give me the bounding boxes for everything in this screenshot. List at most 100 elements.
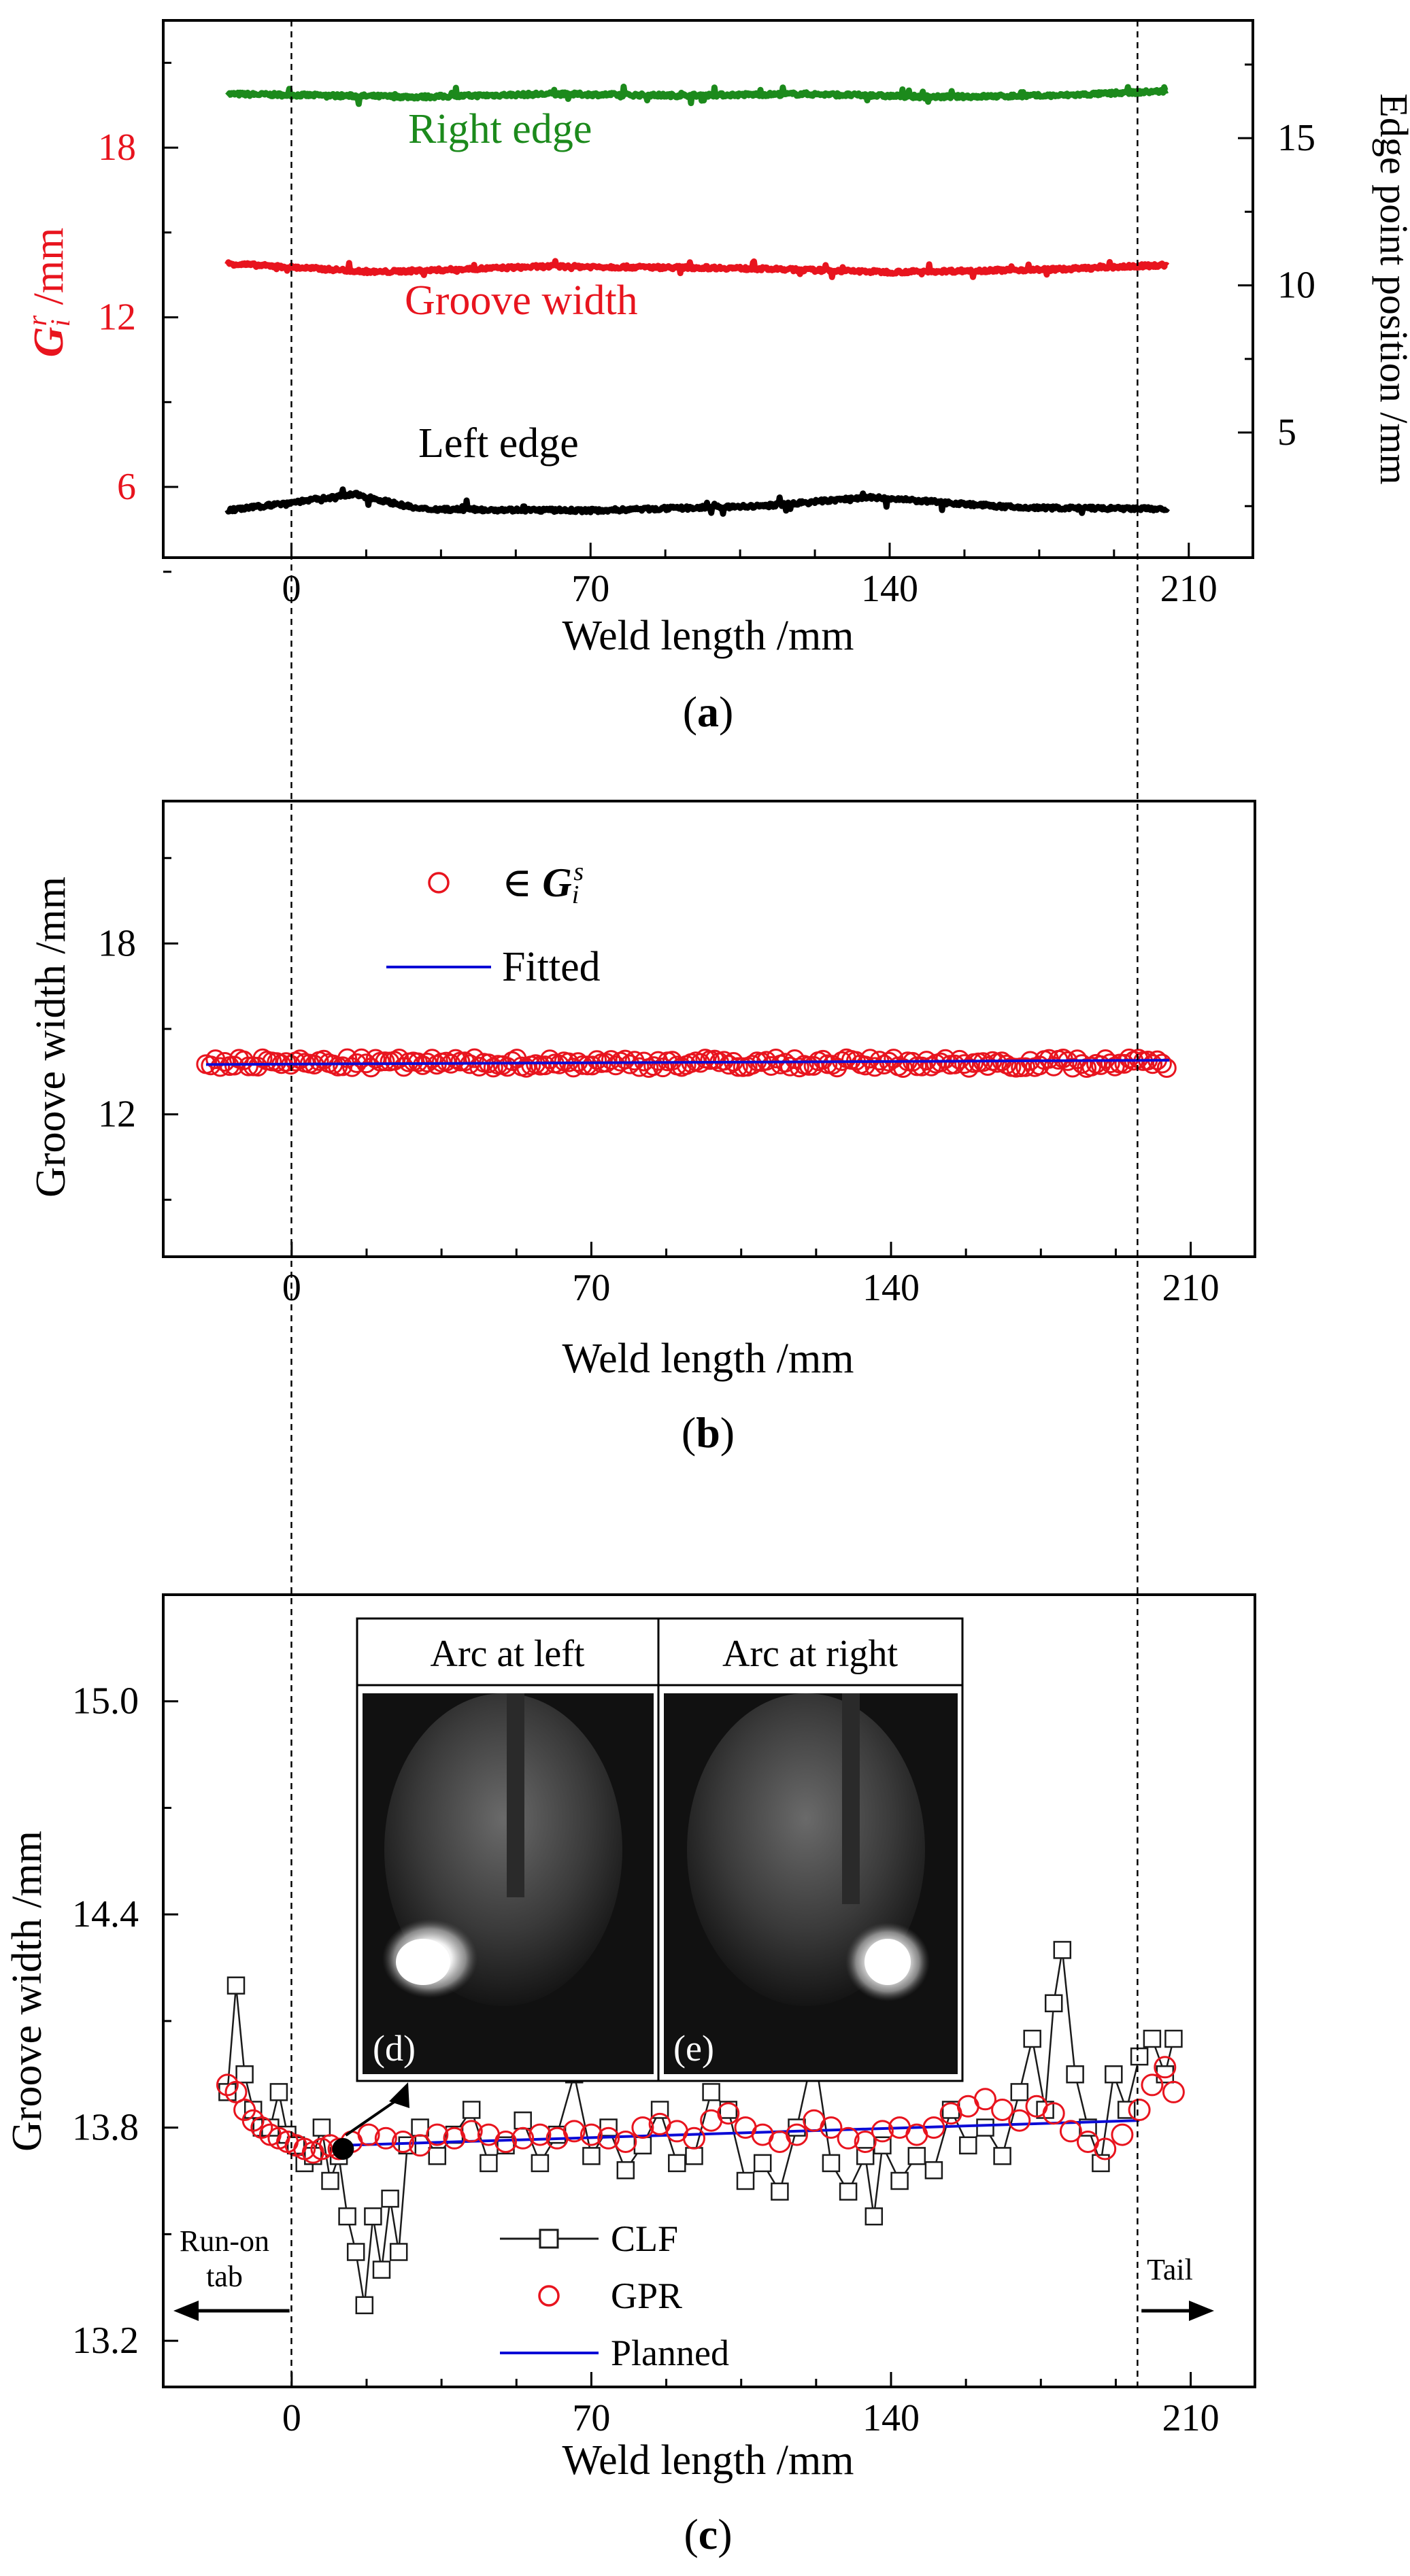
b-scatter-point [1100,1053,1120,1074]
c-gpr-point [854,2131,877,2153]
b-scatter-point [742,1055,762,1075]
b-scatter-point [469,1057,489,1077]
c-gpr-point [1008,2109,1031,2132]
b-scatter-point [215,1052,235,1072]
panel-c-chart: 0 70 140 210 13.2 13.8 14.4 15.0 Arc at left Ar… [4,1593,1256,2558]
a-ytick-label: 18 [98,126,136,169]
c-inset-arrow-head [389,2082,409,2108]
a-ytick-label: 6 [117,466,136,508]
a-series-right-edge [225,84,1170,107]
c-clf-point [269,2083,288,2101]
c-legend-clf-label: CLF [611,2218,678,2259]
c-clf-point [753,2154,772,2173]
c-clf-point [702,2083,720,2101]
c-run-on-label-1: Run-on [180,2224,269,2258]
a-caption-letter: a [697,688,719,736]
b-scatter-point [535,1055,555,1076]
c-gpr-point [1111,2123,1134,2146]
panel-a-plot-frame [162,19,1254,559]
b-scatter-point [959,1057,979,1078]
a-ytick-label: 12 [98,296,136,339]
b-scatter-point [1015,1057,1036,1077]
b-scatter-point [394,1057,414,1077]
c-xtick-label: 0 [282,2397,301,2439]
a-label-right-edge: Right edge [408,106,592,152]
b-scatter-point [1152,1053,1172,1074]
b-fitted-line [205,1059,1170,1066]
c-clf-point [959,2136,977,2155]
c-legend-planned-label: Planned [611,2333,729,2373]
panel-c-plot-frame [162,1593,1256,2388]
c-clf-point [822,2154,841,2173]
b-scatter-point [577,1055,598,1076]
c-clf-point [993,2147,1011,2165]
inset-tag-d: (d) [373,2028,416,2069]
b-xtick-label: 140 [862,1267,920,1309]
c-gpr-point [580,2123,603,2146]
c-clf-point [788,2118,806,2137]
c-gpr-point [374,2126,397,2150]
c-y-axis-label: Groove width /mm [4,1831,50,2152]
c-gpr-point [409,2134,432,2157]
b-xtick-label: 70 [572,1267,610,1309]
a-ylabel-sup: r [22,315,52,326]
c-tail-label: Tail [1147,2253,1193,2286]
arc-right-image: (e) [664,1693,958,2074]
b-scatter-point [648,1051,669,1071]
c-gpr-point [426,2123,449,2146]
c-clf-point [428,2147,447,2165]
c-legend-gpr-marker [538,2285,560,2307]
c-clf-point [890,2171,909,2190]
b-scatter-point [365,1049,386,1069]
c-gpr-point [494,2131,517,2153]
c-gpr-point [991,2099,1014,2121]
b-scatter-point [719,1055,739,1075]
b-legend-g: G [542,860,571,905]
arc-left-image: (d) [363,1693,654,2074]
b-scatter-point [450,1051,471,1072]
c-legend-clf-marker [539,2228,559,2249]
c-gpr-point [1162,2080,1185,2103]
b-y-axis-label: Groove width /mm [28,877,74,1198]
c-ytick-label: 13.8 [72,2107,139,2149]
c-clf-point [372,2260,391,2279]
c-gpr-point [250,2116,273,2139]
a-xtick-label: 140 [861,568,918,610]
c-clf-point [462,2101,481,2119]
c-gpr-point [786,2123,808,2146]
b-scatter-point [954,1054,975,1074]
b-scatter-point [587,1050,607,1070]
c-clf-point [1053,1941,1072,1959]
c-gpr-point [460,2120,483,2143]
a-ylabel-main: G [26,326,72,357]
b-scatter-point [601,1050,621,1070]
b-scatter-point [446,1049,466,1069]
b-scatter-point [210,1057,231,1077]
c-ytick-label: 14.4 [72,1893,139,1935]
b-scatter-point [1072,1054,1092,1074]
c-gpr-point [1141,2073,1164,2097]
b-legend-fitted-label: Fitted [502,944,601,990]
b-legend-scatter-label: ∈ Gis [502,858,584,909]
c-clf-point [633,2136,652,2155]
c-gpr-point [922,2116,945,2139]
c-ytick-label: 15.0 [72,1680,139,1723]
b-caption-letter: b [696,1408,720,1457]
a-series-groove-width [224,258,1170,280]
c-clf-point [346,2243,365,2261]
a-x-axis-label: Weld length /mm [563,613,854,659]
b-legend-scatter-marker [428,872,450,894]
c-clf-point [616,2161,635,2180]
c-xtick-label: 210 [1162,2397,1220,2439]
c-clf-point [1066,2065,1084,2084]
weld-boundary-guides [290,20,1139,2387]
b-scatter-point [629,1057,650,1077]
c-gpr-point [631,2116,654,2139]
b-caption: (b) [682,1408,735,1457]
a-label-groove-width: Groove width [405,277,638,324]
a-y-axis-label: Gir /mm [22,228,75,358]
c-xtick-label: 70 [572,2397,610,2439]
c-gpr-point [224,2080,248,2103]
c-clf-point [312,2118,331,2137]
c-gpr-point [1154,2056,1177,2079]
